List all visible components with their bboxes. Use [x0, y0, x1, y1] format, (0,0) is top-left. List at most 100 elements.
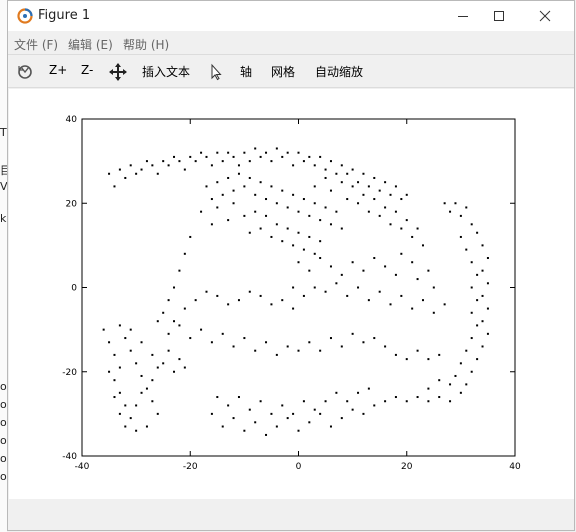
scatter-point [313, 408, 316, 411]
scatter-point [259, 400, 262, 403]
scatter-point [476, 324, 479, 327]
scatter-point [449, 383, 452, 386]
scatter-point [438, 379, 441, 382]
scatter-point [405, 193, 408, 196]
scatter-point [129, 164, 132, 167]
scatter-point [135, 404, 138, 407]
scatter-point [329, 223, 332, 226]
scatter-point [232, 202, 235, 205]
scatter-point [308, 235, 311, 238]
y-tick-label: -20 [62, 368, 77, 378]
scatter-point [183, 366, 186, 369]
grid-button[interactable]: 网格 [271, 65, 296, 79]
scatter-point [254, 421, 257, 424]
scatter-point [389, 193, 392, 196]
scatter-point [124, 425, 127, 428]
scatter-point [270, 235, 273, 238]
scatter-point [118, 324, 121, 327]
zoom-in-button[interactable]: Z+ [49, 63, 68, 77]
scatter-point [151, 400, 154, 403]
scatter-point [178, 160, 181, 163]
scatter-point [384, 400, 387, 403]
scatter-point [432, 311, 435, 314]
scatter-point [416, 349, 419, 352]
zoom-out-button[interactable]: Z- [81, 63, 94, 77]
scatter-point [118, 391, 121, 394]
scatter-point [313, 202, 316, 205]
scatter-point [470, 337, 473, 340]
menu-file[interactable]: 文件 (F) [14, 38, 59, 52]
pan-icon[interactable] [109, 63, 127, 81]
scatter-point [281, 189, 284, 192]
close-button[interactable] [522, 1, 568, 31]
scatter-point [486, 332, 489, 335]
scatter-point [259, 181, 262, 184]
x-tick-label: -20 [183, 462, 198, 472]
scatter-point [454, 374, 457, 377]
scatter-point [259, 294, 262, 297]
scatter-point [118, 168, 121, 171]
axis-button[interactable]: 轴 [240, 65, 253, 79]
scatter-point [400, 294, 403, 297]
scatter-point [216, 294, 219, 297]
scatter-point [189, 235, 192, 238]
cursor-icon[interactable] [207, 63, 225, 81]
figure-window: Figure 1 文件 (F) 编辑 (E) 帮助 (H) Z+ Z- 插入文本 [7, 0, 575, 531]
menu-edit[interactable]: 编辑 (E) [68, 38, 113, 52]
scatter-point [470, 223, 473, 226]
scatter-point [470, 286, 473, 289]
scatter-point [454, 202, 457, 205]
maximize-button[interactable] [476, 1, 522, 31]
scatter-point [367, 299, 370, 302]
scatter-point [319, 257, 322, 260]
scatter-point [459, 214, 462, 217]
scatter-point [302, 248, 305, 251]
scatter-point [378, 214, 381, 217]
scatter-point [221, 193, 224, 196]
scatter-point [118, 366, 121, 369]
insert-text-button[interactable]: 插入文本 [142, 65, 191, 79]
scatter-point [129, 349, 132, 352]
scatter-point [183, 168, 186, 171]
scatter-point [394, 185, 397, 188]
title-bar[interactable]: Figure 1 [8, 1, 574, 31]
scatter-point [162, 160, 165, 163]
scatter-point [254, 210, 257, 213]
scatter-point [400, 198, 403, 201]
scatter-point [221, 425, 224, 428]
scatter-point [394, 396, 397, 399]
scatter-point [156, 172, 159, 175]
scatter-point [237, 396, 240, 399]
menu-help[interactable]: 帮助 (H) [123, 38, 170, 52]
octave-logo-icon [17, 8, 33, 24]
scatter-point [421, 244, 424, 247]
scatter-point [389, 303, 392, 306]
scatter-point [449, 400, 452, 403]
scatter-point [486, 307, 489, 310]
scatter-point [302, 294, 305, 297]
scatter-point [297, 210, 300, 213]
scatter-point [340, 181, 343, 184]
scatter-point [432, 286, 435, 289]
autoscale-button[interactable]: 自动缩放 [315, 65, 364, 79]
scatter-point [329, 337, 332, 340]
minimize-button[interactable] [440, 1, 486, 31]
scatter-point [270, 303, 273, 306]
scatter-point [129, 417, 132, 420]
scatter-point [216, 396, 219, 399]
scatter-point [335, 391, 338, 394]
scatter-point [189, 155, 192, 158]
scatter-point [124, 337, 127, 340]
scatter-point [481, 345, 484, 348]
scatter-point [378, 290, 381, 293]
scatter-point [319, 349, 322, 352]
scatter-point [292, 244, 295, 247]
scatter-point [459, 391, 462, 394]
scatter-point [411, 307, 414, 310]
scatter-plot[interactable]: -40 -20 0 20 40 -40 -20 0 20 40 [9, 89, 574, 499]
scatter-point [476, 299, 479, 302]
y-tick-label: 40 [66, 115, 78, 125]
rotate-icon[interactable] [16, 63, 34, 81]
figure-canvas[interactable]: -40 -20 0 20 40 -40 -20 0 20 40 [9, 89, 574, 499]
scatter-point [335, 282, 338, 285]
